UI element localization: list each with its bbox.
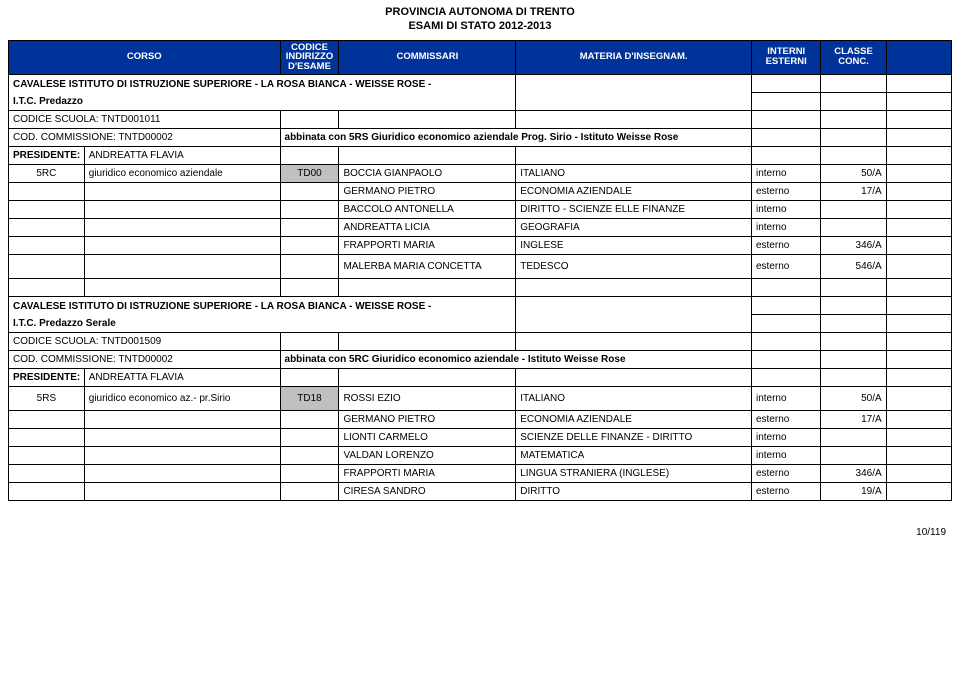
cell-ie: interno <box>751 219 820 237</box>
cell-comm: BOCCIA GIANPAOLO <box>339 165 516 183</box>
b2-commissione: COD. COMMISSIONE: TNTD00002 <box>9 351 281 369</box>
cell-ie: esterno <box>751 255 820 279</box>
b1-title2: I.T.C. Predazzo <box>9 93 516 111</box>
cell-ie: esterno <box>751 483 820 501</box>
table-row: CIRESA SANDRO DIRITTO esterno 19/A <box>9 483 952 501</box>
table-row: 5RS giuridico economico az.- pr.Sirio TD… <box>9 387 952 411</box>
cell-mat: GEOGRAFIA <box>516 219 752 237</box>
b2-title1: CAVALESE ISTITUTO DI ISTRUZIONE SUPERIOR… <box>9 297 516 315</box>
b1-indirizzo: giuridico economico aziendale <box>84 165 280 183</box>
cell-ie: esterno <box>751 183 820 201</box>
cell-cc <box>821 219 886 237</box>
table-row: FRAPPORTI MARIA INGLESE esterno 346/A <box>9 237 952 255</box>
cell-mat: MATEMATICA <box>516 447 752 465</box>
table-row: 5RC giuridico economico aziendale TD00 B… <box>9 165 952 183</box>
b2-indirizzo: giuridico economico az.- pr.Sirio <box>84 387 280 411</box>
cell-comm: LIONTI CARMELO <box>339 429 516 447</box>
b2-title2: I.T.C. Predazzo Serale <box>9 315 516 333</box>
cell-mat: ECONOMIA AZIENDALE <box>516 411 752 429</box>
b1-codice-scuola: CODICE SCUOLA: TNTD001011 <box>9 111 281 129</box>
hdr-blank <box>886 40 951 75</box>
cell-ie: interno <box>751 201 820 219</box>
cell-cc: 546/A <box>821 255 886 279</box>
page-title: PROVINCIA AUTONOMA DI TRENTO ESAMI DI ST… <box>8 6 952 34</box>
table-row: VALDAN LORENZO MATEMATICA interno <box>9 447 952 465</box>
b1-esame-code: TD00 <box>280 165 339 183</box>
b1-class-code: 5RC <box>9 165 85 183</box>
exam-line: ESAMI DI STATO 2012-2013 <box>8 20 952 34</box>
cell-ie: interno <box>751 165 820 183</box>
hdr-commissari: COMMISSARI <box>339 40 516 75</box>
cell-cc: 50/A <box>821 165 886 183</box>
b1-title1: CAVALESE ISTITUTO DI ISTRUZIONE SUPERIOR… <box>9 75 516 93</box>
table-row: GERMANO PIETRO ECONOMIA AZIENDALE estern… <box>9 183 952 201</box>
header-row: CORSO CODICE INDIRIZZO D'ESAME COMMISSAR… <box>9 40 952 75</box>
b1-abbinata: abbinata con 5RS Giuridico economico azi… <box>280 129 751 147</box>
table-row: MALERBA MARIA CONCETTA TEDESCO esterno 5… <box>9 255 952 279</box>
cell-ie: interno <box>751 387 820 411</box>
cell-comm: VALDAN LORENZO <box>339 447 516 465</box>
b2-esame-code: TD18 <box>280 387 339 411</box>
table-row: FRAPPORTI MARIA LINGUA STRANIERA (INGLES… <box>9 465 952 483</box>
main-table: CORSO CODICE INDIRIZZO D'ESAME COMMISSAR… <box>8 40 952 502</box>
cell-mat: ITALIANO <box>516 387 752 411</box>
cell-mat: LINGUA STRANIERA (INGLESE) <box>516 465 752 483</box>
cell-cc: 346/A <box>821 465 886 483</box>
cell-cc: 17/A <box>821 411 886 429</box>
hdr-materia: MATERIA D'INSEGNAM. <box>516 40 752 75</box>
cell-cc <box>821 447 886 465</box>
cell-ie: esterno <box>751 237 820 255</box>
cell-comm: CIRESA SANDRO <box>339 483 516 501</box>
cell-mat: SCIENZE DELLE FINANZE - DIRITTO <box>516 429 752 447</box>
cell-comm: FRAPPORTI MARIA <box>339 465 516 483</box>
cell-comm: GERMANO PIETRO <box>339 411 516 429</box>
cell-cc: 50/A <box>821 387 886 411</box>
table-row: GERMANO PIETRO ECONOMIA AZIENDALE estern… <box>9 411 952 429</box>
b1-presidente-label: PRESIDENTE: <box>9 147 85 165</box>
b2-codice-scuola: CODICE SCUOLA: TNTD001509 <box>9 333 281 351</box>
page-number: 10/119 <box>8 501 952 538</box>
hdr-codice: CODICE INDIRIZZO D'ESAME <box>280 40 339 75</box>
b2-presidente: ANDREATTA FLAVIA <box>84 369 280 387</box>
cell-comm: ROSSI EZIO <box>339 387 516 411</box>
cell-comm: FRAPPORTI MARIA <box>339 237 516 255</box>
table-row: ANDREATTA LICIA GEOGRAFIA interno <box>9 219 952 237</box>
cell-mat: INGLESE <box>516 237 752 255</box>
b2-presidente-label: PRESIDENTE: <box>9 369 85 387</box>
hdr-interni: INTERNI ESTERNI <box>751 40 820 75</box>
cell-cc: 17/A <box>821 183 886 201</box>
cell-cc <box>821 429 886 447</box>
cell-ie: interno <box>751 447 820 465</box>
cell-comm: ANDREATTA LICIA <box>339 219 516 237</box>
hdr-corso: CORSO <box>9 40 281 75</box>
b1-commissione: COD. COMMISSIONE: TNTD00002 <box>9 129 281 147</box>
cell-cc <box>821 201 886 219</box>
cell-mat: ECONOMIA AZIENDALE <box>516 183 752 201</box>
table-row: BACCOLO ANTONELLA DIRITTO - SCIENZE ELLE… <box>9 201 952 219</box>
spacer-row <box>9 279 952 297</box>
hdr-classe: CLASSE CONC. <box>821 40 886 75</box>
cell-cc: 346/A <box>821 237 886 255</box>
cell-ie: esterno <box>751 411 820 429</box>
cell-mat: ITALIANO <box>516 165 752 183</box>
cell-mat: DIRITTO - SCIENZE ELLE FINANZE <box>516 201 752 219</box>
cell-comm: MALERBA MARIA CONCETTA <box>339 255 516 279</box>
cell-ie: esterno <box>751 465 820 483</box>
b1-presidente: ANDREATTA FLAVIA <box>84 147 280 165</box>
cell-cc: 19/A <box>821 483 886 501</box>
table-row: LIONTI CARMELO SCIENZE DELLE FINANZE - D… <box>9 429 952 447</box>
cell-mat: DIRITTO <box>516 483 752 501</box>
b2-class-code: 5RS <box>9 387 85 411</box>
b2-abbinata: abbinata con 5RC Giuridico economico azi… <box>280 351 751 369</box>
cell-comm: GERMANO PIETRO <box>339 183 516 201</box>
province-line: PROVINCIA AUTONOMA DI TRENTO <box>8 6 952 20</box>
cell-mat: TEDESCO <box>516 255 752 279</box>
cell-ie: interno <box>751 429 820 447</box>
cell-comm: BACCOLO ANTONELLA <box>339 201 516 219</box>
